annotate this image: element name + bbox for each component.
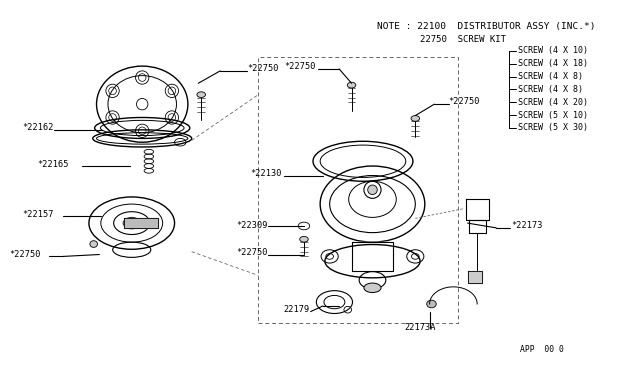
Polygon shape xyxy=(466,199,488,220)
Text: 22750  SCREW KIT: 22750 SCREW KIT xyxy=(420,35,506,44)
Polygon shape xyxy=(468,220,486,232)
Text: 22179: 22179 xyxy=(283,305,309,314)
Text: SCREW (4 X 20): SCREW (4 X 20) xyxy=(518,98,588,107)
Ellipse shape xyxy=(348,82,356,88)
Text: SCREW (4 X 8): SCREW (4 X 8) xyxy=(518,72,583,81)
Text: SCREW (4 X 8): SCREW (4 X 8) xyxy=(518,85,583,94)
Ellipse shape xyxy=(427,300,436,308)
Text: *22157: *22157 xyxy=(22,210,54,219)
Text: APP  00 0: APP 00 0 xyxy=(520,345,564,354)
Ellipse shape xyxy=(300,237,308,242)
Text: *22165: *22165 xyxy=(38,160,69,169)
Ellipse shape xyxy=(123,217,140,229)
Text: *22750: *22750 xyxy=(449,97,480,106)
Text: *22750: *22750 xyxy=(9,250,40,259)
Ellipse shape xyxy=(197,92,205,97)
Text: *22750: *22750 xyxy=(284,62,316,71)
Text: *22309: *22309 xyxy=(236,221,268,230)
Text: SCREW (5 X 10): SCREW (5 X 10) xyxy=(518,110,588,120)
Polygon shape xyxy=(468,271,482,283)
Polygon shape xyxy=(351,242,394,271)
Ellipse shape xyxy=(411,116,420,121)
Ellipse shape xyxy=(368,185,377,195)
Ellipse shape xyxy=(364,283,381,292)
Polygon shape xyxy=(124,218,158,228)
Bar xyxy=(259,57,458,323)
Text: SCREW (5 X 30): SCREW (5 X 30) xyxy=(518,124,588,132)
Text: SCREW (4 X 10): SCREW (4 X 10) xyxy=(518,46,588,55)
Text: *22750: *22750 xyxy=(247,64,278,73)
Text: NOTE : 22100  DISTRIBUTOR ASSY (INC.*): NOTE : 22100 DISTRIBUTOR ASSY (INC.*) xyxy=(377,22,596,31)
Text: SCREW (4 X 18): SCREW (4 X 18) xyxy=(518,59,588,68)
Text: *22750: *22750 xyxy=(236,248,268,257)
Text: *22130: *22130 xyxy=(251,169,282,178)
Text: *22173: *22173 xyxy=(511,221,543,230)
Text: 22173A: 22173A xyxy=(404,323,435,332)
Text: *22162: *22162 xyxy=(22,122,54,132)
Ellipse shape xyxy=(90,241,97,247)
